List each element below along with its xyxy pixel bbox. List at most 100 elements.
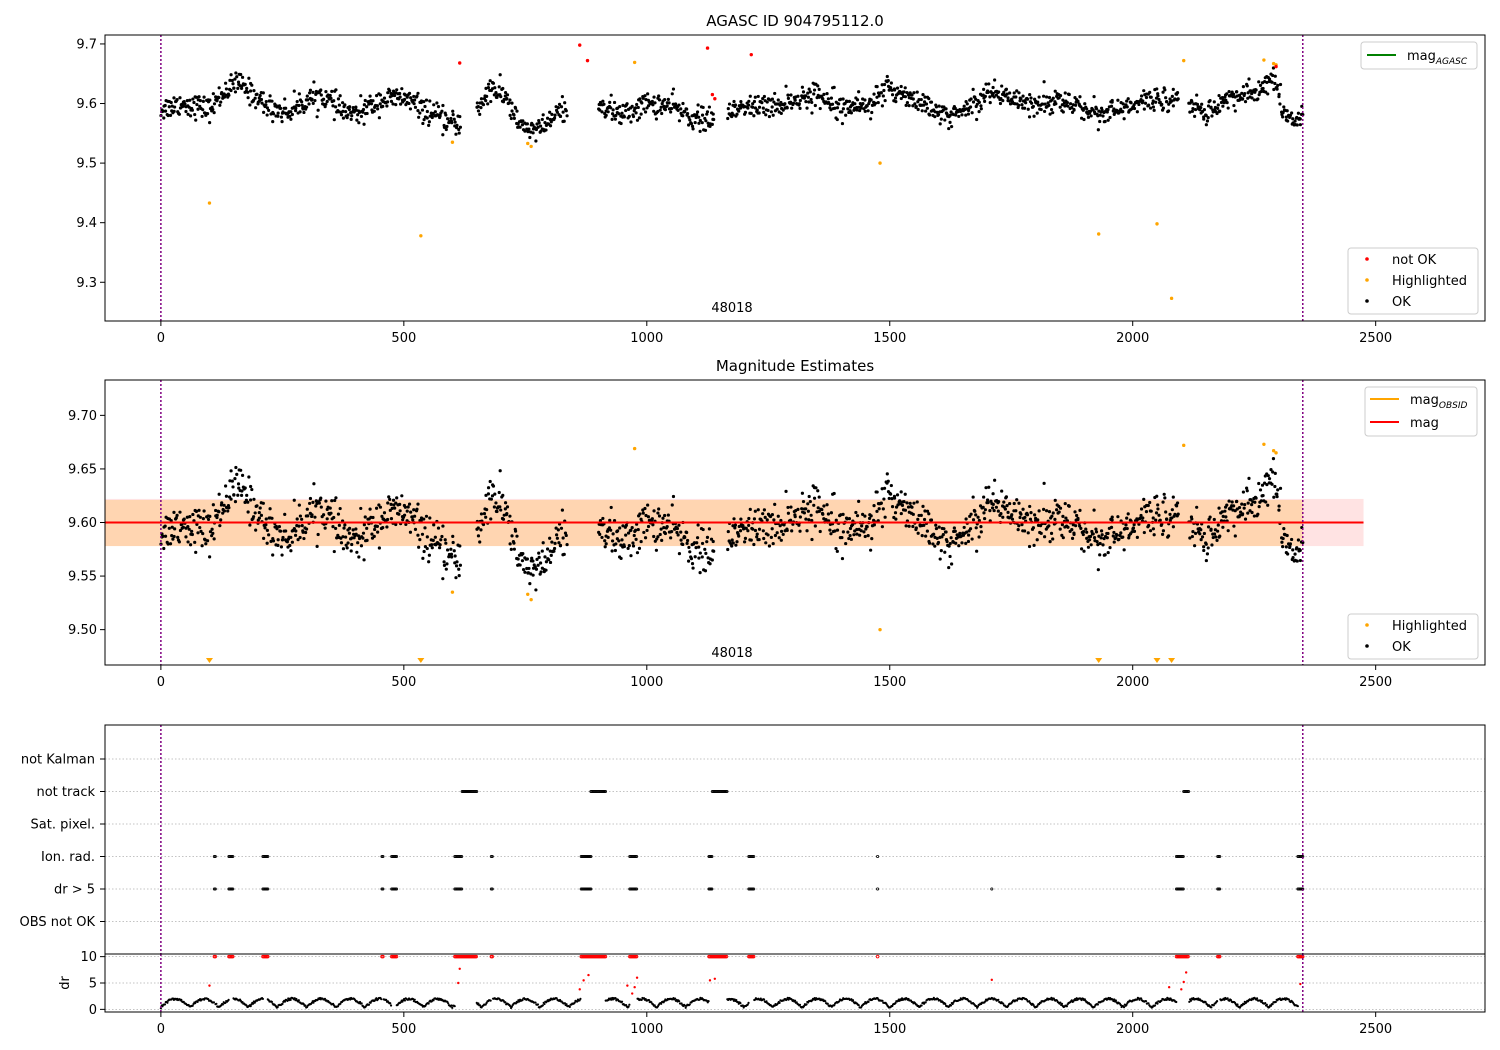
y-tick-label: 9.4 [76,216,97,231]
dr-mid-point [713,977,717,980]
ok-point [627,114,631,118]
ok-point [880,487,884,491]
ok-point [809,97,813,102]
ok-point [1163,88,1167,92]
ok-point [243,82,247,86]
ok-point [304,105,309,109]
not-ok-point [749,52,753,57]
ok-point [1257,481,1261,486]
ok-point [217,510,221,514]
ok-point [835,549,839,553]
ok-point [355,118,359,122]
ok-point [200,114,204,119]
ok-point [598,519,603,523]
legend-label: Highlighted [1392,619,1467,634]
ok-point [559,105,564,109]
ok-point [1154,511,1159,515]
ok-point [359,114,364,119]
ok-point [1212,532,1217,536]
offscale-marker [1168,658,1176,663]
ok-point [601,516,605,521]
ok-point [890,505,895,509]
ok-point [1027,115,1032,119]
ok-point [1085,107,1089,111]
ok-point [332,549,336,554]
ok-point [762,508,766,512]
ok-point [983,94,987,98]
ok-point [537,551,541,555]
ok-point [681,114,685,118]
ok-point [1199,528,1203,532]
ok-point [267,533,271,537]
ok-point [841,97,845,101]
ok-point [457,127,461,132]
ok-point [698,551,702,555]
ok-point [1031,104,1036,109]
ok-point [486,102,490,106]
ok-point [186,540,190,544]
x-tick-label: 500 [391,331,416,346]
ok-point [476,104,480,109]
ok-point [839,97,843,101]
ok-point [704,119,708,123]
dr-high-point [1217,954,1222,959]
ok-point [552,546,557,551]
ok-point [1259,499,1263,503]
ok-point [211,92,215,96]
ok-point [938,122,942,126]
ok-point [1156,507,1160,511]
ok-point [660,538,664,542]
ok-point [905,91,909,95]
ok-point [194,95,199,99]
ok-point [637,546,642,550]
ok-point [1161,106,1166,110]
ok-point [453,120,457,124]
ok-point [554,526,558,530]
ok-point [248,523,252,527]
ok-point [161,534,165,538]
ok-point [876,100,880,105]
ok-point [600,110,604,114]
ok-point [484,86,488,91]
dr-ok-point [1002,1002,1005,1005]
ok-point [371,515,375,520]
ok-point [889,86,893,90]
ok-point [1081,532,1085,537]
ok-point [698,129,702,133]
ok-point [441,103,445,108]
ok-point [1171,87,1175,92]
ok-point [324,90,328,94]
ok-point [1282,527,1286,531]
ok-point [849,111,853,115]
ok-point [881,94,885,98]
ok-point [752,114,756,118]
ok-point [927,541,932,545]
ok-point [1295,546,1299,550]
ok-point [935,536,939,540]
dr-ok-point [850,998,853,1001]
ok-point [1099,536,1103,540]
x-tick-label: 1000 [630,1022,663,1037]
ok-point [198,515,202,519]
ok-point [804,507,808,511]
legend-marker [1365,644,1369,648]
ok-point [222,503,226,507]
ok-point [240,75,245,79]
ok-point [368,94,372,98]
ok-point [188,114,193,118]
ok-point [689,556,694,561]
ok-point [644,513,648,518]
ok-point [1074,524,1078,528]
ok-point [1195,102,1200,106]
dr-ok-point [1059,1001,1062,1004]
dr-ok-point [1189,999,1193,1002]
ok-point [921,504,925,509]
ok-point [265,106,270,110]
ok-point [1122,117,1126,121]
ok-point [1216,103,1220,107]
ok-point [726,106,730,111]
ok-point [285,540,289,544]
ok-point [1281,544,1285,549]
ok-point [219,100,223,104]
ok-point [701,527,705,532]
